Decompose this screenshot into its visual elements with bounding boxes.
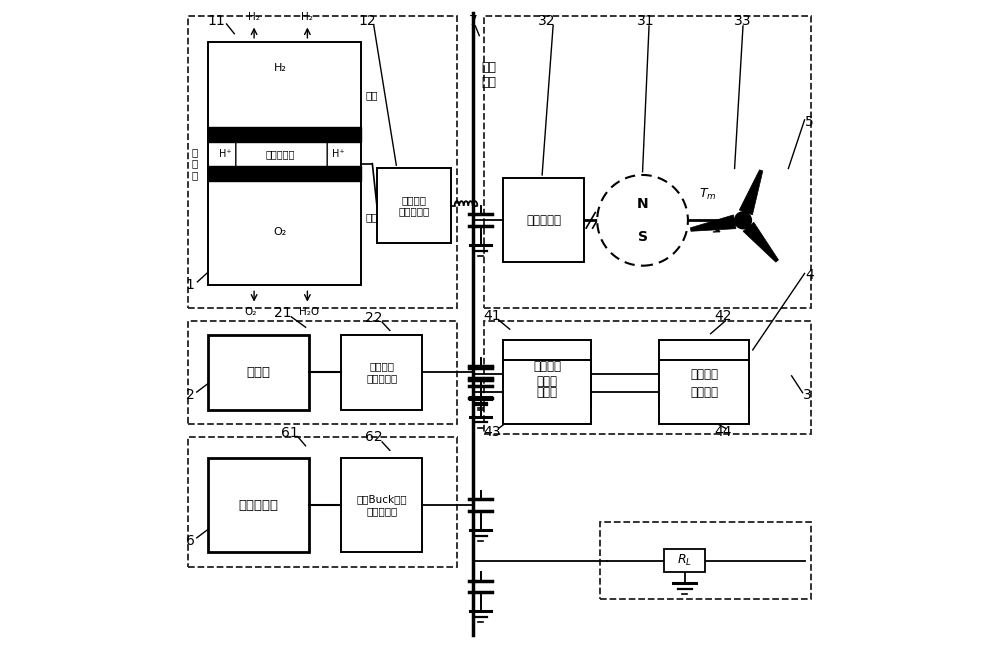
FancyBboxPatch shape (377, 168, 451, 243)
FancyBboxPatch shape (208, 42, 361, 285)
Text: 62: 62 (365, 430, 382, 445)
Text: 超级电容器: 超级电容器 (239, 498, 279, 512)
Text: 22: 22 (365, 310, 382, 325)
Text: 7: 7 (468, 14, 477, 28)
Text: 双向Buck直流
功率变换器: 双向Buck直流 功率变换器 (356, 494, 407, 516)
Text: 催
化
剂: 催 化 剂 (191, 147, 197, 180)
FancyBboxPatch shape (208, 335, 309, 410)
FancyBboxPatch shape (503, 340, 591, 408)
Text: 44: 44 (715, 425, 732, 439)
Text: 交流负载: 交流负载 (690, 386, 718, 399)
FancyBboxPatch shape (659, 340, 749, 408)
Text: H₂: H₂ (248, 12, 260, 23)
Bar (208, 128, 361, 142)
Text: 质子交换膜: 质子交换膜 (265, 149, 295, 159)
Text: 逆变器: 逆变器 (536, 386, 557, 399)
Text: 43: 43 (483, 425, 501, 439)
Text: 2: 2 (186, 388, 195, 402)
Text: O₂: O₂ (245, 307, 257, 318)
Text: 33: 33 (734, 14, 752, 28)
Text: H⁺: H⁺ (332, 149, 344, 159)
Polygon shape (743, 222, 778, 262)
Text: $T_m$: $T_m$ (699, 187, 716, 202)
Text: O₂: O₂ (273, 227, 287, 237)
Text: 直流
母线: 直流 母线 (481, 60, 496, 89)
Text: 直流功率
变换器: 直流功率 变换器 (533, 360, 561, 388)
FancyBboxPatch shape (503, 178, 584, 262)
Text: 1: 1 (186, 278, 195, 292)
Text: 直流负载: 直流负载 (690, 367, 718, 381)
Text: 单向直流
功率变换器: 单向直流 功率变换器 (399, 195, 430, 216)
Text: $R_L$: $R_L$ (677, 553, 692, 568)
Text: H₂: H₂ (301, 12, 313, 23)
Text: 31: 31 (637, 14, 655, 28)
FancyBboxPatch shape (620, 188, 665, 253)
Text: 11: 11 (207, 14, 225, 28)
Text: 锂电池: 锂电池 (247, 365, 271, 379)
FancyBboxPatch shape (659, 360, 749, 424)
Text: H⁺: H⁺ (219, 149, 231, 159)
FancyBboxPatch shape (503, 360, 591, 424)
Text: 42: 42 (715, 309, 732, 323)
Text: 3: 3 (803, 388, 812, 402)
Text: S: S (638, 229, 648, 244)
Text: 双向逆变器: 双向逆变器 (526, 214, 561, 227)
Text: 阳极: 阳极 (366, 91, 378, 100)
Text: 6: 6 (186, 534, 195, 548)
Text: N: N (637, 197, 648, 211)
Text: 21: 21 (274, 306, 292, 320)
Bar (208, 167, 361, 181)
Text: 双向直流
功率变换器: 双向直流 功率变换器 (366, 362, 397, 383)
Text: 12: 12 (358, 14, 376, 28)
Polygon shape (739, 170, 763, 214)
Circle shape (735, 212, 751, 229)
FancyBboxPatch shape (341, 335, 422, 410)
Text: 41: 41 (483, 309, 501, 323)
Text: 32: 32 (538, 14, 555, 28)
Text: H₂O: H₂O (299, 307, 319, 318)
Text: 61: 61 (281, 426, 298, 440)
FancyBboxPatch shape (664, 549, 705, 572)
Text: 阴极: 阴极 (366, 212, 378, 222)
Polygon shape (690, 215, 736, 231)
Text: 4: 4 (805, 268, 814, 283)
Circle shape (597, 175, 688, 266)
Text: H₂: H₂ (274, 63, 286, 73)
FancyBboxPatch shape (208, 458, 309, 552)
Text: 5: 5 (805, 115, 814, 129)
FancyBboxPatch shape (341, 458, 422, 552)
